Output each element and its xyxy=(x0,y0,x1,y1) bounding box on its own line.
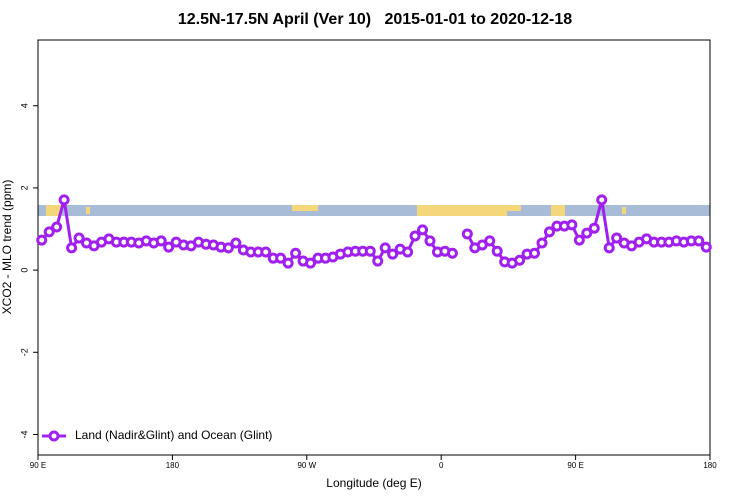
x-tick-label: 90 E xyxy=(30,461,46,470)
data-point xyxy=(611,232,623,244)
land-patch xyxy=(292,205,318,211)
data-point xyxy=(379,242,391,254)
data-point xyxy=(566,219,578,231)
data-point xyxy=(260,246,272,258)
x-tick-label: 180 xyxy=(166,461,180,470)
data-point xyxy=(491,245,503,257)
data-point xyxy=(275,252,287,264)
data-point xyxy=(581,227,593,239)
data-point xyxy=(596,194,608,206)
data-point xyxy=(43,226,55,238)
data-point xyxy=(424,235,436,247)
data-point xyxy=(603,242,615,254)
land-patch xyxy=(551,205,565,216)
x-tick-label: 0 xyxy=(439,461,444,470)
land-patch xyxy=(507,205,521,211)
data-point xyxy=(461,228,473,240)
legend-marker xyxy=(48,430,60,442)
data-point xyxy=(446,247,458,259)
legend: Land (Nadir&Glint) and Ocean (Glint) xyxy=(42,428,272,442)
data-point xyxy=(222,242,234,254)
data-point xyxy=(282,257,294,269)
x-axis-label: Longitude (deg E) xyxy=(326,476,421,490)
land-patch xyxy=(417,205,507,216)
y-tick-label: 2 xyxy=(19,185,29,190)
chart-title: 12.5N-17.5N April (Ver 10) 2015-01-01 to… xyxy=(178,11,572,28)
land-patch xyxy=(86,207,90,214)
land-patch xyxy=(622,207,626,214)
data-point xyxy=(305,257,317,269)
data-point xyxy=(529,247,541,259)
data-point xyxy=(51,221,63,233)
data-point xyxy=(66,242,78,254)
y-tick-label: 4 xyxy=(19,103,29,108)
data-point xyxy=(372,255,384,267)
data-point xyxy=(402,246,414,258)
data-point xyxy=(290,247,302,259)
map-strip xyxy=(38,205,710,216)
legend-label: Land (Nadir&Glint) and Ocean (Glint) xyxy=(75,428,272,442)
data-point xyxy=(514,254,526,266)
data-point xyxy=(573,234,585,246)
data-point xyxy=(417,224,429,236)
data-point xyxy=(409,230,421,242)
data-point xyxy=(36,234,48,246)
land-patch xyxy=(46,205,62,216)
data-point xyxy=(364,245,376,257)
y-tick-label: 0 xyxy=(19,268,29,273)
data-point xyxy=(230,237,242,249)
data-point xyxy=(387,248,399,260)
ocean-strip xyxy=(38,205,710,216)
y-tick-label: -4 xyxy=(19,430,29,438)
data-point xyxy=(163,241,175,253)
x-tick-label: 180 xyxy=(703,461,717,470)
y-tick-label: -2 xyxy=(19,348,29,356)
data-point xyxy=(484,235,496,247)
data-point xyxy=(536,237,548,249)
data-point xyxy=(73,232,85,244)
x-tick-label: 90 W xyxy=(297,461,316,470)
data-point xyxy=(58,194,70,206)
x-tick-label: 90 E xyxy=(567,461,583,470)
data-point xyxy=(155,235,167,247)
data-point xyxy=(543,226,555,238)
data-point xyxy=(588,222,600,234)
data-point xyxy=(693,235,705,247)
data-point xyxy=(700,241,712,253)
y-axis-label: XCO2 - MLO trend (ppm) xyxy=(0,180,14,315)
